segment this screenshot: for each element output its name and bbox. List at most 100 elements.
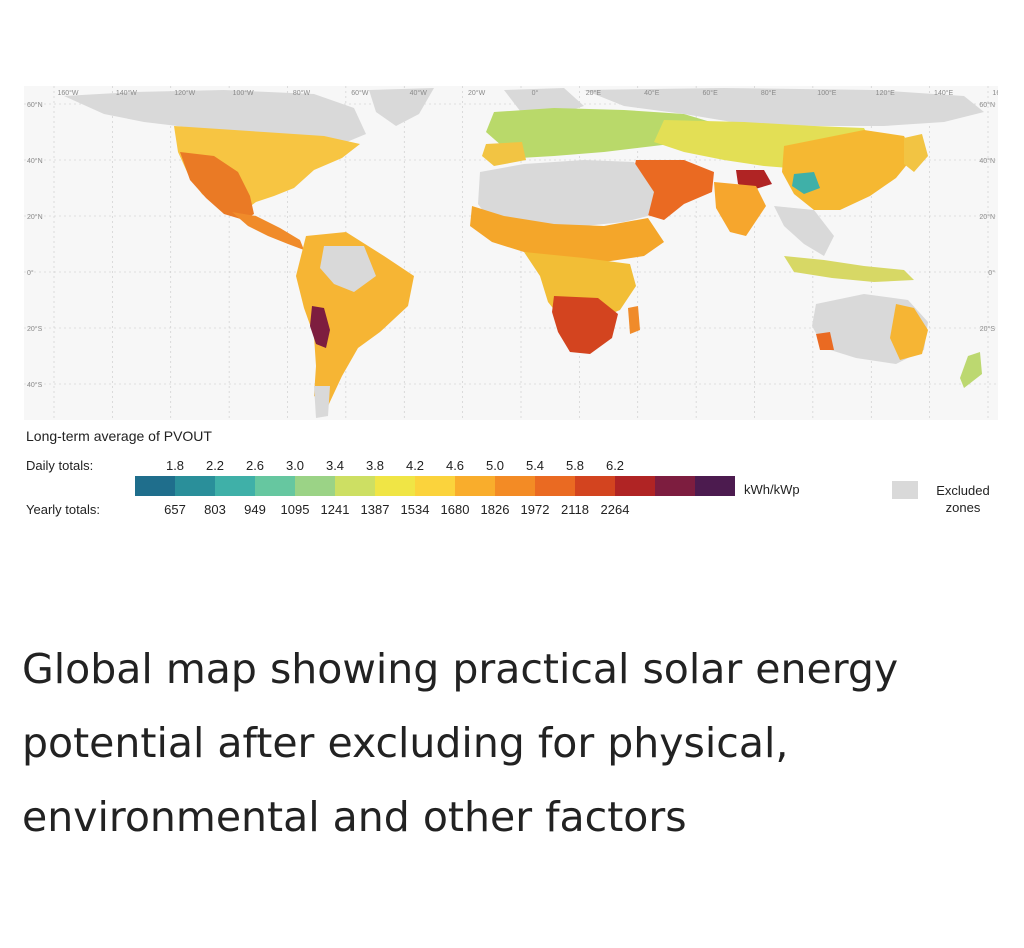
coordinate-label: 100°W <box>233 89 254 97</box>
color-scale-step <box>375 476 415 496</box>
land-new-zealand <box>960 352 982 388</box>
color-scale-step <box>615 476 655 496</box>
longitude-labels: 160°W 140°W 120°W 100°W 80°W 60°W 40°W 20°W 0° 20… <box>57 89 998 97</box>
land-indonesia <box>784 256 914 282</box>
daily-tick-label: 5.0 <box>485 458 505 473</box>
land-central-africa <box>524 252 636 322</box>
coordinate-label: 0° <box>988 269 995 277</box>
latitude-labels-left: 60°N 40°N 20°N 0° 20°S 40°S <box>27 101 43 389</box>
coordinate-label: 20°E <box>586 89 602 97</box>
land-east-asia <box>782 130 914 210</box>
land-australia-southwest <box>816 332 834 350</box>
coordinate-label: 80°E <box>761 89 777 97</box>
coordinate-label: 40°W <box>410 89 428 97</box>
daily-tick-label: 2.6 <box>245 458 265 473</box>
daily-tick-label: 3.0 <box>285 458 305 473</box>
coordinate-label: 20°N <box>27 213 43 221</box>
color-scale-bar <box>135 476 735 496</box>
color-scale-step <box>575 476 615 496</box>
land-south-america-excluded <box>320 246 376 292</box>
coordinate-label: 40°E <box>644 89 660 97</box>
daily-tick-label: 3.4 <box>325 458 345 473</box>
yearly-tick-label: 803 <box>204 502 226 517</box>
land-india <box>714 182 766 236</box>
land-sahel <box>470 206 664 262</box>
coordinate-label: 120°E <box>876 89 895 97</box>
coordinate-label: 60°N <box>979 101 995 109</box>
yearly-tick-row: 657 803 949 1095 1241 1387 1534 1680 1826 1972 211… <box>135 502 735 520</box>
color-scale-step <box>335 476 375 496</box>
coordinate-label: 20°S <box>980 325 996 333</box>
latitude-labels-right: 60°N 40°N 20°N 0° 20°S <box>979 101 995 333</box>
yearly-tick-label: 2264 <box>600 502 630 517</box>
land-iberia <box>482 142 526 166</box>
color-scale-step <box>495 476 535 496</box>
land-southeast-asia <box>774 206 834 256</box>
yearly-tick-label: 2118 <box>561 502 589 517</box>
daily-totals-label: Daily totals: <box>26 458 94 473</box>
daily-tick-label: 4.6 <box>445 458 465 473</box>
yearly-tick-label: 1680 <box>440 502 470 517</box>
color-scale-step <box>295 476 335 496</box>
legend-title: Long-term average of PVOUT <box>26 428 212 444</box>
land-north-america-southwest <box>180 152 254 220</box>
coordinate-label: 40°N <box>27 157 43 165</box>
daily-tick-label: 5.8 <box>565 458 585 473</box>
color-scale-step <box>655 476 695 496</box>
excluded-zones-label: Excluded zones <box>936 483 990 515</box>
color-scale-step <box>175 476 215 496</box>
land-patagonia <box>314 386 330 418</box>
daily-tick-row: 1.8 2.2 2.6 3.0 3.4 3.8 4.2 4.6 5.0 5.4 5.8 6.2 <box>135 458 735 476</box>
land-central-america <box>232 212 304 250</box>
coordinate-label: 60°N <box>27 101 43 109</box>
yearly-tick-label: 657 <box>164 502 186 517</box>
daily-tick-label: 6.2 <box>605 458 625 473</box>
daily-tick-label: 2.2 <box>205 458 225 473</box>
land-north-america-north <box>64 90 366 144</box>
yearly-tick-label: 949 <box>244 502 266 517</box>
land-madagascar <box>628 306 640 334</box>
yearly-tick-label: 1095 <box>280 502 310 517</box>
coordinate-label: 120°W <box>174 89 195 97</box>
coordinate-label: 40°S <box>27 381 43 389</box>
coordinate-label: 160°W <box>57 89 78 97</box>
color-scale-step <box>215 476 255 496</box>
yearly-tick-label: 1241 <box>320 502 350 517</box>
land-north-africa <box>478 160 654 228</box>
land-japan <box>904 134 928 172</box>
land-siberia <box>584 88 984 126</box>
coordinate-label: 60°W <box>351 89 369 97</box>
daily-tick-label: 5.4 <box>525 458 545 473</box>
color-scale-step <box>455 476 495 496</box>
coordinate-label: 20°W <box>468 89 486 97</box>
coordinate-label: 140°E <box>934 89 953 97</box>
land-middle-east <box>630 160 714 220</box>
coordinate-label: 20°N <box>979 213 995 221</box>
daily-tick-label: 3.8 <box>365 458 385 473</box>
yearly-tick-label: 1972 <box>520 502 550 517</box>
color-scale-step <box>415 476 455 496</box>
land-south-america <box>296 232 414 406</box>
figure-caption: Global map showing practical solar energ… <box>22 645 899 841</box>
yearly-totals-label: Yearly totals: <box>26 502 100 517</box>
daily-tick-label: 4.2 <box>405 458 425 473</box>
coordinate-label: 0° <box>532 89 539 97</box>
coordinate-label: 80°W <box>293 89 311 97</box>
color-scale-step <box>535 476 575 496</box>
yearly-tick-label: 1826 <box>480 502 510 517</box>
coordinate-label: 160°E <box>992 89 998 97</box>
coordinate-label: 60°E <box>702 89 718 97</box>
coordinate-label: 100°E <box>817 89 836 97</box>
coordinate-label: 20°S <box>27 325 43 333</box>
color-scale-step <box>135 476 175 496</box>
color-scale-step <box>695 476 735 496</box>
land-andes-high <box>310 306 330 348</box>
coordinate-label: 40°N <box>979 157 995 165</box>
daily-tick-label: 1.8 <box>165 458 185 473</box>
land-east-asia-low <box>792 172 820 194</box>
excluded-zones-swatch <box>892 481 918 499</box>
yearly-tick-label: 1534 <box>400 502 430 517</box>
unit-label: kWh/kWp <box>744 482 800 497</box>
land-greenland <box>369 88 434 126</box>
land-southern-africa <box>552 296 618 354</box>
